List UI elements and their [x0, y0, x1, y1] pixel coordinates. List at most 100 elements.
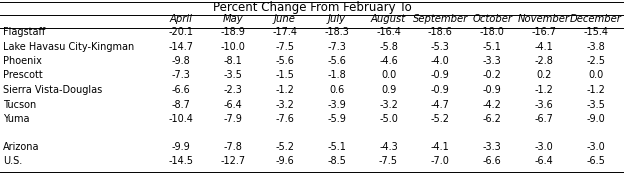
Text: -16.7: -16.7 — [532, 27, 557, 37]
Text: -18.3: -18.3 — [324, 27, 349, 37]
Text: -7.5: -7.5 — [275, 42, 295, 51]
Text: -2.8: -2.8 — [535, 56, 553, 66]
Text: -5.9: -5.9 — [327, 114, 346, 124]
Text: -7.5: -7.5 — [379, 156, 398, 166]
Text: -20.1: -20.1 — [168, 27, 193, 37]
Text: -1.5: -1.5 — [275, 70, 294, 81]
Text: -0.9: -0.9 — [483, 85, 502, 95]
Text: -4.1: -4.1 — [431, 142, 450, 152]
Text: July: July — [328, 14, 346, 24]
Text: -0.9: -0.9 — [431, 85, 450, 95]
Text: -7.9: -7.9 — [223, 114, 242, 124]
Text: 0.6: 0.6 — [329, 85, 344, 95]
Text: -3.8: -3.8 — [587, 42, 605, 51]
Text: -1.2: -1.2 — [275, 85, 294, 95]
Text: -3.3: -3.3 — [483, 142, 502, 152]
Text: -9.8: -9.8 — [172, 56, 190, 66]
Text: -6.6: -6.6 — [483, 156, 502, 166]
Text: -3.6: -3.6 — [535, 99, 553, 109]
Text: -14.7: -14.7 — [168, 42, 193, 51]
Text: -15.4: -15.4 — [583, 27, 608, 37]
Text: -17.4: -17.4 — [272, 27, 297, 37]
Text: -4.3: -4.3 — [379, 142, 398, 152]
Text: Tucson: Tucson — [3, 99, 36, 109]
Text: -4.7: -4.7 — [431, 99, 450, 109]
Text: -5.1: -5.1 — [483, 42, 502, 51]
Text: -8.7: -8.7 — [172, 99, 190, 109]
Text: September: September — [412, 14, 468, 24]
Text: -3.3: -3.3 — [483, 56, 502, 66]
Text: -7.8: -7.8 — [223, 142, 242, 152]
Text: November: November — [518, 14, 570, 24]
Text: -4.6: -4.6 — [379, 56, 398, 66]
Text: -6.6: -6.6 — [172, 85, 190, 95]
Text: -3.2: -3.2 — [275, 99, 294, 109]
Text: Flagstaff: Flagstaff — [3, 27, 46, 37]
Text: -18.6: -18.6 — [428, 27, 453, 37]
Text: December: December — [570, 14, 622, 24]
Text: -3.9: -3.9 — [327, 99, 346, 109]
Text: -7.6: -7.6 — [275, 114, 294, 124]
Text: -9.0: -9.0 — [587, 114, 605, 124]
Text: -6.2: -6.2 — [483, 114, 502, 124]
Text: -5.0: -5.0 — [379, 114, 398, 124]
Text: -16.4: -16.4 — [376, 27, 401, 37]
Text: -5.6: -5.6 — [275, 56, 294, 66]
Text: -0.2: -0.2 — [483, 70, 502, 81]
Text: -6.5: -6.5 — [587, 156, 605, 166]
Text: -18.9: -18.9 — [220, 27, 245, 37]
Text: -8.1: -8.1 — [223, 56, 242, 66]
Text: April: April — [170, 14, 192, 24]
Text: -4.2: -4.2 — [483, 99, 502, 109]
Text: -5.2: -5.2 — [431, 114, 450, 124]
Text: -1.2: -1.2 — [535, 85, 553, 95]
Text: -8.5: -8.5 — [327, 156, 346, 166]
Text: 0.0: 0.0 — [381, 70, 396, 81]
Text: -7.3: -7.3 — [327, 42, 346, 51]
Text: 0.9: 0.9 — [381, 85, 396, 95]
Text: August: August — [371, 14, 406, 24]
Text: -5.3: -5.3 — [431, 42, 450, 51]
Text: 0.2: 0.2 — [537, 70, 552, 81]
Text: -5.6: -5.6 — [327, 56, 346, 66]
Text: -7.3: -7.3 — [172, 70, 190, 81]
Text: -2.5: -2.5 — [587, 56, 605, 66]
Text: -6.7: -6.7 — [535, 114, 553, 124]
Text: -3.0: -3.0 — [587, 142, 605, 152]
Text: -5.1: -5.1 — [327, 142, 346, 152]
Text: -10.4: -10.4 — [168, 114, 193, 124]
Text: U.S.: U.S. — [3, 156, 22, 166]
Text: 0.0: 0.0 — [588, 70, 603, 81]
Text: -6.4: -6.4 — [535, 156, 553, 166]
Text: -5.2: -5.2 — [275, 142, 295, 152]
Text: Yuma: Yuma — [3, 114, 29, 124]
Text: -3.0: -3.0 — [535, 142, 553, 152]
Text: -4.0: -4.0 — [431, 56, 450, 66]
Text: -3.5: -3.5 — [587, 99, 605, 109]
Text: Prescott: Prescott — [3, 70, 43, 81]
Text: May: May — [223, 14, 243, 24]
Text: -0.9: -0.9 — [431, 70, 450, 81]
Text: Percent Change From February To: Percent Change From February To — [213, 1, 411, 13]
Text: -12.7: -12.7 — [220, 156, 245, 166]
Text: -4.1: -4.1 — [535, 42, 553, 51]
Text: Phoenix: Phoenix — [3, 56, 42, 66]
Text: -7.0: -7.0 — [431, 156, 450, 166]
Text: -9.6: -9.6 — [275, 156, 294, 166]
Text: -14.5: -14.5 — [168, 156, 193, 166]
Text: Lake Havasu City-Kingman: Lake Havasu City-Kingman — [3, 42, 134, 51]
Text: -2.3: -2.3 — [223, 85, 242, 95]
Text: -1.8: -1.8 — [327, 70, 346, 81]
Text: -3.2: -3.2 — [379, 99, 398, 109]
Text: -10.0: -10.0 — [220, 42, 245, 51]
Text: -1.2: -1.2 — [587, 85, 605, 95]
Text: -5.8: -5.8 — [379, 42, 398, 51]
Text: June: June — [274, 14, 296, 24]
Text: October: October — [472, 14, 512, 24]
Text: -6.4: -6.4 — [223, 99, 242, 109]
Text: -3.5: -3.5 — [223, 70, 242, 81]
Text: Sierra Vista-Douglas: Sierra Vista-Douglas — [3, 85, 102, 95]
Text: -9.9: -9.9 — [172, 142, 190, 152]
Text: Arizona: Arizona — [3, 142, 39, 152]
Text: -18.0: -18.0 — [480, 27, 505, 37]
